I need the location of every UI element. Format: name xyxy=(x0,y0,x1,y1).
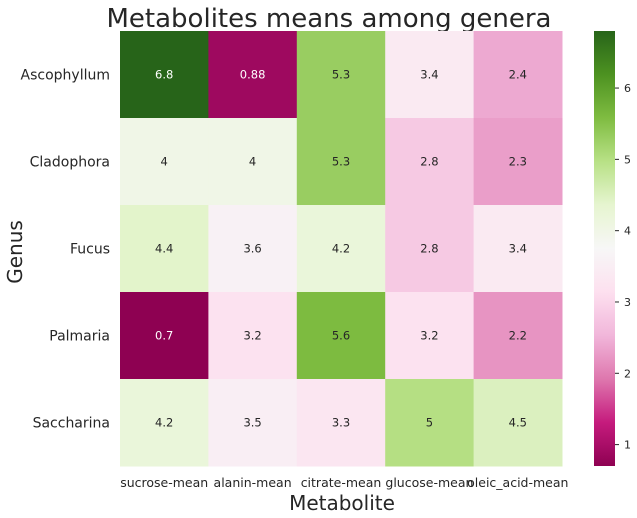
cell-value-label: 5.6 xyxy=(332,329,350,343)
cell-value-label: 4.2 xyxy=(332,242,350,256)
heatmap-cell xyxy=(208,31,298,119)
heatmap-cell xyxy=(120,31,209,119)
cell-value-label: 3.4 xyxy=(420,68,438,82)
colorbar-ticks: 1 2 3 4 5 6 xyxy=(615,82,631,452)
heatmap-cell xyxy=(120,292,209,380)
colorbar xyxy=(594,31,615,466)
y-tick-label: Fucus xyxy=(70,242,110,258)
cell-value-label: 6.8 xyxy=(155,68,173,82)
heatmap-cell xyxy=(385,31,475,119)
heatmap-cell xyxy=(208,205,298,293)
heatmap-cell xyxy=(473,205,563,293)
heatmap-cell xyxy=(385,118,475,206)
x-tick-label: oleic_acid-mean xyxy=(467,475,568,490)
colorbar-tick-label: 1 xyxy=(624,439,631,452)
cell-value-label: 0.88 xyxy=(240,68,266,82)
cell-value-label: 4.4 xyxy=(155,242,173,256)
y-tick-label: Cladophora xyxy=(30,155,110,171)
cell-value-label: 2.4 xyxy=(509,68,527,82)
x-tick-labels: sucrose-mean alanin-mean citrate-mean gluco… xyxy=(120,475,568,490)
cell-value-label: 2.2 xyxy=(509,329,527,343)
cell-value-label: 3.6 xyxy=(243,242,261,256)
heatmap-cell xyxy=(296,31,386,119)
heatmap-cell xyxy=(208,118,298,206)
heatmap-cell xyxy=(473,118,563,206)
heatmap-cell xyxy=(473,31,563,119)
cell-value-label: 3.2 xyxy=(420,329,438,343)
heatmap-cell xyxy=(120,118,209,206)
heatmap-cell xyxy=(385,379,475,467)
y-tick-labels: Ascophyllum Cladophora Fucus Palmaria Saccha… xyxy=(21,68,110,432)
cell-value-label: 3.2 xyxy=(243,329,261,343)
cell-value-label: 4.5 xyxy=(509,416,527,430)
cell-value-label: 0.7 xyxy=(155,329,173,343)
x-tick-label: alanin-mean xyxy=(214,475,292,490)
chart-title: Metabolites means among genera xyxy=(107,4,552,34)
cell-value-label: 4.2 xyxy=(155,416,173,430)
colorbar-tick-label: 4 xyxy=(624,225,631,238)
cell-value-label: 2.8 xyxy=(420,242,438,256)
cell-value-label: 3.5 xyxy=(243,416,261,430)
heatmap-cell xyxy=(473,379,563,467)
cell-value-label: 2.3 xyxy=(509,155,527,169)
cell-value-label: 4 xyxy=(161,155,168,169)
x-tick-label: glucose-mean xyxy=(385,475,473,490)
heatmap-cells: 6.8 0.88 5.3 3.4 2.4 4 4 5.3 2.8 2.3 4.4 3.6 4.2 2.8 3… xyxy=(120,31,563,467)
heatmap-cell xyxy=(385,292,475,380)
heatmap-cell xyxy=(296,292,386,380)
heatmap-cell xyxy=(120,205,209,293)
y-tick-label: Saccharina xyxy=(33,416,110,432)
colorbar-tick-label: 6 xyxy=(624,82,631,95)
heatmap-cell xyxy=(473,292,563,380)
cell-value-label: 4 xyxy=(249,155,256,169)
heatmap-cell xyxy=(208,379,298,467)
y-tick-label: Palmaria xyxy=(49,329,110,345)
colorbar-tick-label: 3 xyxy=(624,296,631,309)
cell-value-label: 5.3 xyxy=(332,68,350,82)
cell-value-label: 2.8 xyxy=(420,155,438,169)
cell-value-label: 5.3 xyxy=(332,155,350,169)
heatmap-cell xyxy=(296,118,386,206)
colorbar-tick-label: 5 xyxy=(624,153,631,166)
heatmap-cell xyxy=(120,379,209,467)
x-tick-label: citrate-mean xyxy=(301,475,382,490)
colorbar-tick-label: 2 xyxy=(624,367,631,380)
heatmap-cell xyxy=(296,379,386,467)
x-axis-label: Metabolite xyxy=(289,491,395,515)
y-tick-label: Ascophyllum xyxy=(21,68,110,84)
heatmap-cell xyxy=(208,292,298,380)
cell-value-label: 3.4 xyxy=(509,242,527,256)
cell-value-label: 5 xyxy=(426,416,433,430)
cell-value-label: 3.3 xyxy=(332,416,350,430)
y-axis-label: Genus xyxy=(3,220,27,284)
heatmap-cell xyxy=(385,205,475,293)
x-tick-label: sucrose-mean xyxy=(120,475,208,490)
heatmap-cell xyxy=(296,205,386,293)
